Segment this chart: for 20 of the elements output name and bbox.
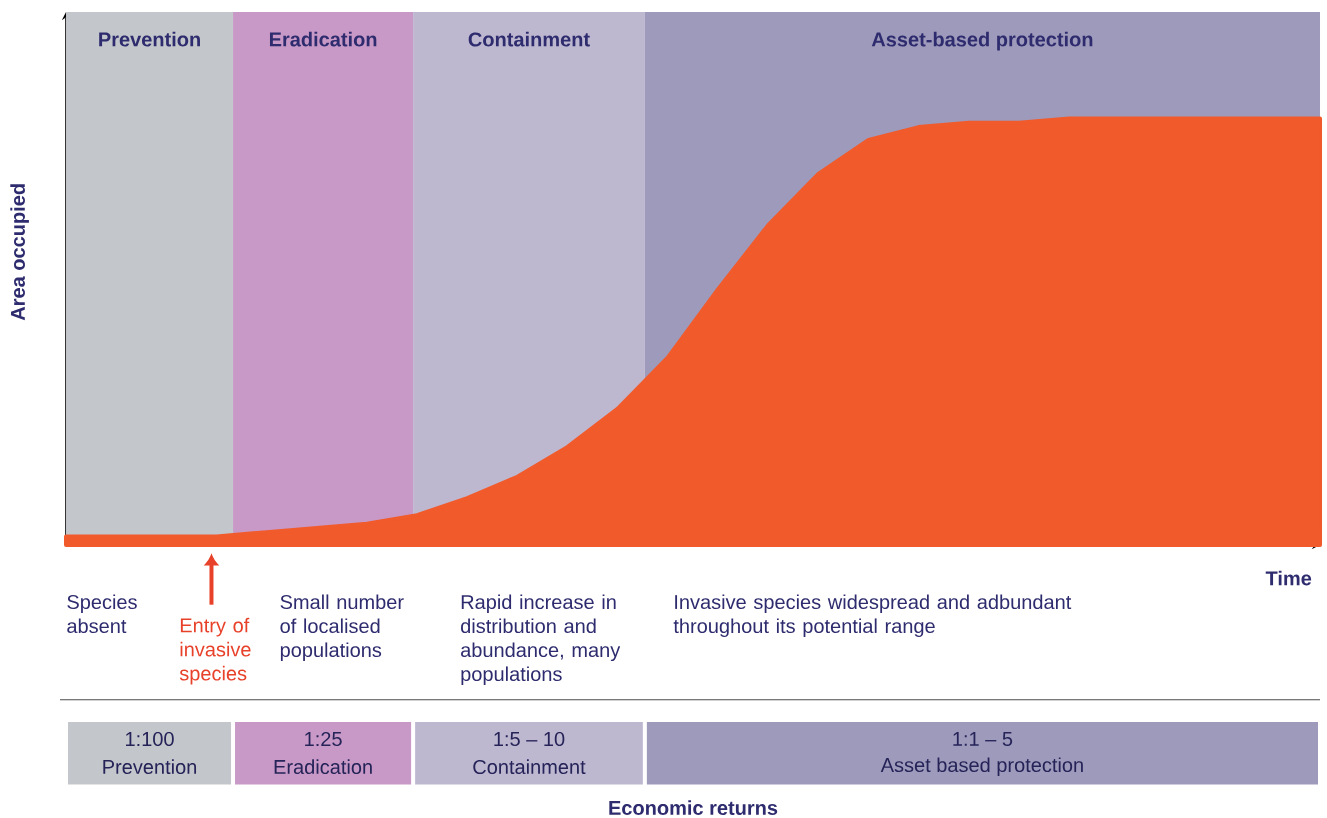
text: Species absent bbox=[67, 594, 137, 634]
text: Rapid increase in distribution and abundance, many populations bbox=[461, 594, 621, 686]
text: 1:25 bbox=[305, 731, 342, 747]
text: Prevention bbox=[99, 31, 200, 47]
text: Containment bbox=[468, 31, 590, 47]
y-axis-title: Area occupied bbox=[10, 184, 29, 321]
text: Small number of localised populations bbox=[280, 594, 404, 662]
x-axis-title: Time bbox=[1265, 570, 1312, 586]
text: 1:100 bbox=[126, 731, 174, 747]
text: Entry of invasive species bbox=[179, 617, 251, 685]
text: Containment bbox=[473, 759, 586, 775]
text: Eradication bbox=[274, 759, 372, 775]
text: 1:5 – 10 bbox=[494, 731, 565, 747]
text: Eradication bbox=[269, 31, 377, 47]
text: Economic returns bbox=[609, 800, 778, 815]
text: 1:1 – 5 bbox=[953, 732, 1013, 746]
text: Prevention bbox=[103, 759, 197, 775]
text: Asset based protection bbox=[880, 757, 1083, 777]
text: Asset-based protection bbox=[871, 31, 1093, 51]
text: Invasive species widespread and adbundant throughout its potential range bbox=[673, 594, 1072, 638]
